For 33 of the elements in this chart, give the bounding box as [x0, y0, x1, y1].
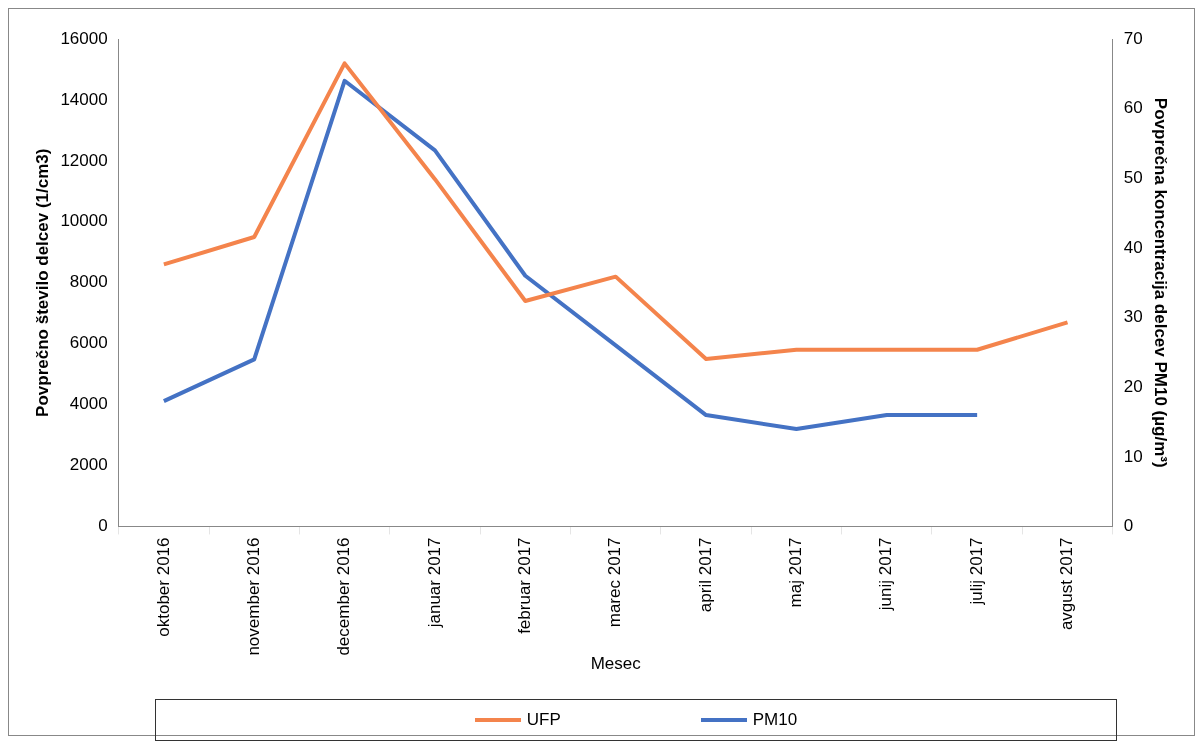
y2-tick-label: 0	[1123, 516, 1134, 536]
y-tick-label: 12000	[60, 150, 108, 170]
y2-tick-label: 10	[1123, 446, 1143, 466]
x-tick-label: februar 2017	[515, 537, 534, 634]
x-tick-label: julij 2017	[966, 537, 986, 606]
y-tick-label: 2000	[69, 455, 108, 475]
y-tick-label: 16000	[60, 28, 108, 48]
y-tick-label: 14000	[60, 89, 108, 109]
y-axis-title: Povprečno število delcev (1/cm3)	[32, 148, 52, 417]
y2-tick-label: 50	[1123, 167, 1143, 187]
x-tick-label: april 2017	[695, 537, 715, 613]
y2-tick-label: 20	[1123, 376, 1143, 396]
x-tick-label: november 2016	[243, 537, 263, 656]
y-tick-label: 4000	[69, 394, 108, 414]
x-tick-label: december 2016	[334, 537, 354, 656]
y2-tick-label: 60	[1123, 98, 1143, 118]
legend-label: UFP	[526, 710, 561, 730]
legend-label: PM10	[752, 710, 798, 730]
x-axis-title: Mesec	[590, 654, 642, 674]
x-tick-label: oktober 2016	[153, 537, 173, 637]
x-tick-label: avgust 2017	[1057, 537, 1077, 631]
y-tick-label: 6000	[69, 333, 108, 353]
x-tick-label: marec 2017	[605, 537, 625, 628]
y2-tick-label: 30	[1123, 307, 1143, 327]
x-tick-label: maj 2017	[786, 537, 806, 608]
x-tick-label: junij 2017	[876, 537, 896, 612]
y2-axis-title: Povprečna koncentracija delcev PM10 (µg/m³)	[1151, 97, 1171, 468]
y2-tick-label: 40	[1123, 237, 1143, 257]
y2-tick-label: 70	[1123, 28, 1143, 48]
y-tick-label: 0	[98, 516, 108, 536]
y-tick-label: 10000	[60, 211, 108, 231]
x-tick-label: januar 2017	[424, 537, 444, 629]
y-tick-label: 8000	[69, 272, 108, 292]
